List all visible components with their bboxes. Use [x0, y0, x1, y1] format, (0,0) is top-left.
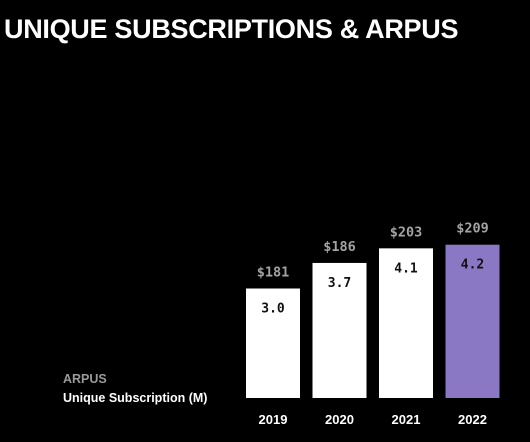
bar-2021: [379, 248, 433, 398]
legend-arpus-label: ARPUS: [63, 372, 107, 386]
arpus-label-2022: $209: [456, 221, 489, 237]
bar-2020: [312, 262, 367, 398]
arpus-label-2019: $181: [257, 265, 290, 281]
bar-2019: [246, 288, 300, 398]
bar-value-label-2021: 4.1: [394, 261, 418, 276]
chart-title: UNIQUE SUBSCRIPTIONS & ARPUS: [4, 14, 459, 44]
x-tick-label-2021: 2021: [392, 412, 421, 427]
x-tick-label-2020: 2020: [325, 412, 354, 427]
bar-2022: [445, 244, 500, 398]
x-tick-label-2022: 2022: [458, 412, 487, 427]
x-tick-label-2019: 2019: [259, 412, 288, 427]
chart-legend: ARPUS Unique Subscription (M): [63, 371, 207, 407]
arpus-label-2020: $186: [323, 239, 356, 255]
bar-value-label-2019: 3.0: [261, 302, 285, 317]
bar-value-label-2020: 3.7: [328, 276, 351, 291]
arpus-label-2021: $203: [390, 224, 423, 240]
legend-subscriptions-label: Unique Subscription (M): [63, 391, 208, 405]
bar-value-label-2022: 4.2: [461, 258, 484, 273]
